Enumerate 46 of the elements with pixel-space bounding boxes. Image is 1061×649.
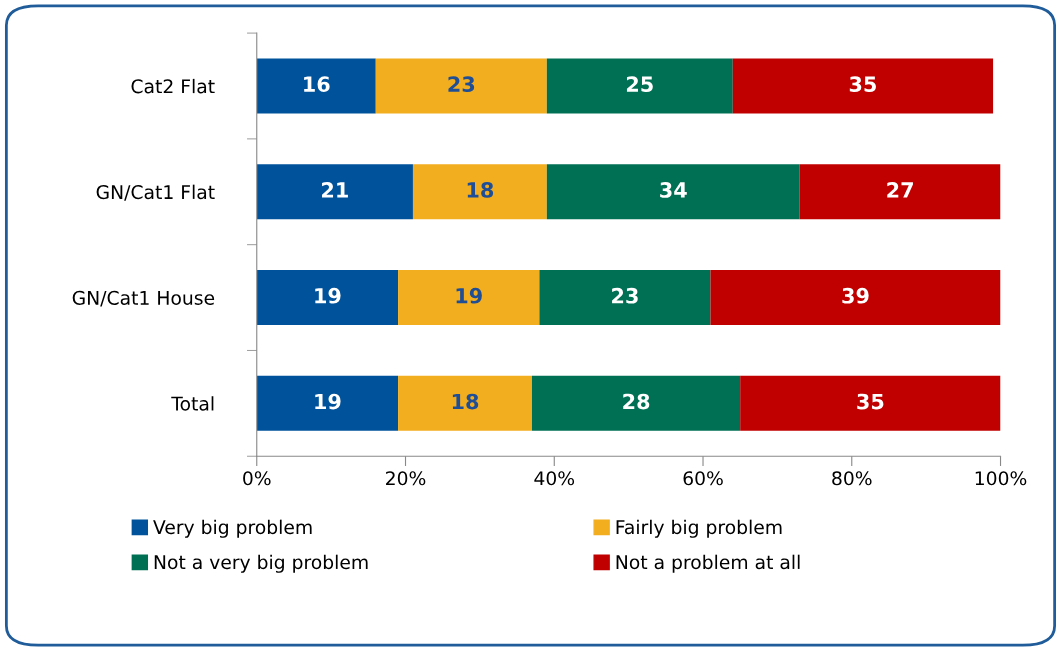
y-tick-label: GN/Cat1 Flat bbox=[96, 184, 215, 201]
y-tick-label: GN/Cat1 House bbox=[72, 290, 215, 307]
bar bbox=[375, 58, 547, 114]
data-label: 39 bbox=[842, 287, 869, 304]
bar bbox=[732, 58, 994, 114]
legend-label: Fairly big problem bbox=[616, 519, 782, 538]
legend-label: Not a very big problem bbox=[154, 554, 368, 573]
data-label: 18 bbox=[452, 393, 479, 410]
x-tick-label: 40% bbox=[534, 471, 575, 486]
data-label: 23 bbox=[448, 76, 475, 93]
bar bbox=[256, 270, 399, 326]
data-label: 19 bbox=[456, 287, 482, 304]
x-tick-label: 100% bbox=[975, 471, 1027, 486]
bar bbox=[256, 58, 376, 114]
bar bbox=[710, 270, 1001, 326]
data-label: 28 bbox=[623, 393, 650, 410]
data-label: 35 bbox=[857, 393, 884, 410]
data-label: 21 bbox=[322, 182, 348, 198]
data-label: 23 bbox=[612, 287, 638, 304]
y-tick-label: Total bbox=[171, 396, 214, 411]
x-tick-label: 20% bbox=[386, 471, 426, 486]
bar bbox=[546, 58, 733, 114]
data-label: 34 bbox=[660, 182, 687, 198]
bar bbox=[740, 375, 1001, 431]
legend-label: Not a problem at all bbox=[616, 554, 800, 573]
x-tick-label: 80% bbox=[832, 471, 872, 486]
data-label: 25 bbox=[626, 76, 653, 93]
x-tick-label: 60% bbox=[683, 471, 723, 486]
data-label: 27 bbox=[887, 182, 913, 198]
data-label: 19 bbox=[315, 287, 341, 304]
x-tick-label: 0% bbox=[243, 471, 271, 486]
y-tick-label: Cat2 Flat bbox=[131, 78, 215, 94]
data-label: 18 bbox=[467, 182, 494, 198]
bar bbox=[546, 164, 800, 220]
bar bbox=[412, 164, 547, 220]
bar bbox=[256, 375, 399, 431]
bar bbox=[398, 270, 540, 326]
bar bbox=[256, 164, 413, 220]
data-label: 35 bbox=[849, 76, 876, 93]
data-label: 19 bbox=[315, 393, 341, 410]
bar bbox=[398, 375, 532, 431]
data-label: 16 bbox=[304, 76, 330, 93]
bar bbox=[531, 375, 741, 431]
legend-label: Very big problem bbox=[153, 519, 312, 538]
bar bbox=[539, 270, 711, 326]
bar bbox=[799, 164, 1001, 220]
